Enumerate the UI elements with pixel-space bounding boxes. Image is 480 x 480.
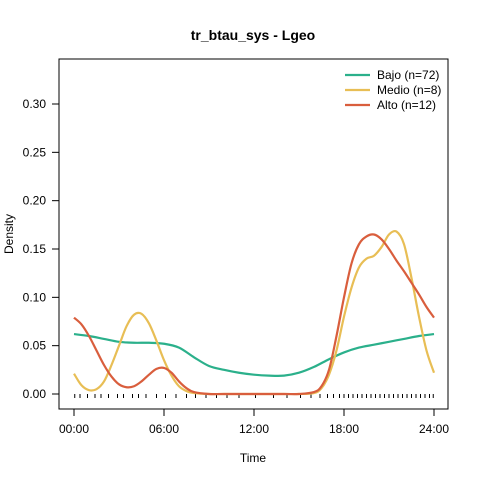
y-tick-label: 0.30: [23, 97, 47, 111]
legend: Bajo (n=72)Medio (n=8)Alto (n=12): [345, 68, 441, 112]
x-tick-label: 24:00: [419, 422, 449, 436]
x-tick-label: 12:00: [239, 422, 269, 436]
rug-marks: [74, 394, 434, 398]
y-axis-label: Density: [2, 214, 16, 254]
series-line-3: [73, 233, 435, 396]
x-tick-label: 18:00: [329, 422, 359, 436]
series-line-1: [73, 332, 435, 377]
y-tick-label: 0.25: [23, 145, 47, 159]
series-line-2: [73, 229, 436, 396]
x-axis-label: Time: [240, 451, 267, 465]
y-tick-label: 0.20: [23, 194, 47, 208]
series-lines: [73, 229, 436, 396]
y-tick-label: 0.10: [23, 290, 47, 304]
y-tick-label: 0.05: [23, 339, 47, 353]
x-tick-label: 06:00: [149, 422, 179, 436]
legend-label: Alto (n=12): [377, 98, 436, 112]
y-tick-label: 0.15: [23, 242, 47, 256]
legend-label: Medio (n=8): [377, 83, 441, 97]
legend-label: Bajo (n=72): [377, 68, 439, 82]
y-axis: 0.00 0.05 0.10 0.15 0.20 0.25 0.30: [23, 97, 60, 401]
x-axis: 00:00 06:00 12:00 18:00 24:00: [59, 408, 449, 436]
y-tick-label: 0.00: [23, 387, 47, 401]
chart-title: tr_btau_sys - Lgeo: [191, 27, 315, 43]
x-tick-label: 00:00: [59, 422, 89, 436]
